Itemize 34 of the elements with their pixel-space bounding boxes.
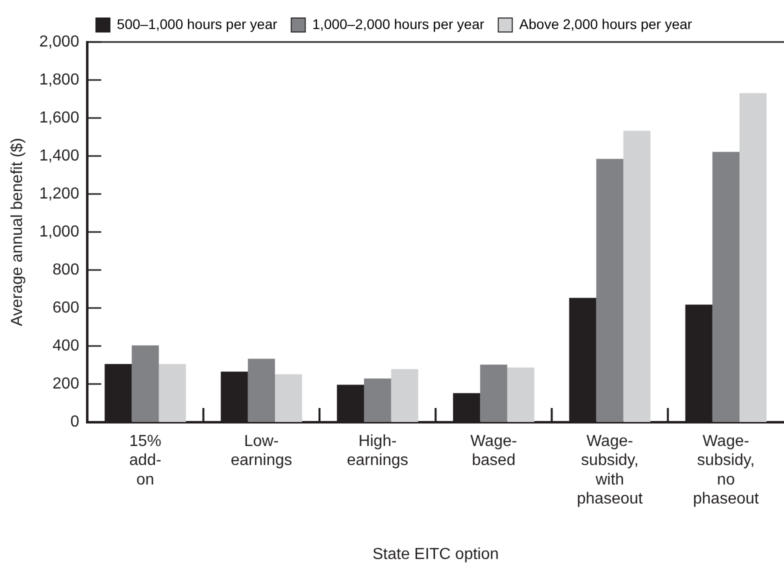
x-tick-label: Wage-based [470,433,517,470]
bar [158,364,186,422]
bar [623,130,650,422]
y-tick-label: 800 [52,261,80,278]
x-tick-label: 15% add-on [129,433,162,488]
bar [364,378,392,422]
y-axis-title: Average annual benefit ($) [9,138,26,326]
x-tick-label: High-earnings [346,433,408,470]
y-tick-label: 1,000 [39,223,80,240]
y-tick-label: 1,200 [39,185,80,202]
x-axis-title: State EITC option [372,546,499,563]
y-tick-label: 1,800 [39,71,80,88]
bar [132,345,159,422]
bar [480,364,508,422]
legend-label: 500–1,000 hours per year [116,16,278,32]
y-tick-label: 600 [52,299,80,316]
bar [274,374,302,422]
bar [391,369,418,422]
x-tick-label: Wage-subsidy, no phaseout [693,433,760,508]
legend-label: 1,000–2,000 hours per year [312,16,485,32]
y-tick-label: 200 [52,375,80,392]
bar [739,93,767,422]
x-tick-label: Low-earnings [230,433,292,470]
y-tick-label: 2,000 [39,33,80,50]
bar [596,158,624,422]
y-tick-label: 0 [70,413,80,430]
y-tick-label: 1,600 [39,109,80,126]
x-tick-label: Wage-subsidy, with phaseout [576,433,644,508]
legend-label: Above 2,000 hours per year [519,16,692,32]
bar [507,367,534,422]
y-tick-label: 1,400 [39,147,80,164]
bar [712,152,740,422]
y-tick-label: 400 [52,337,80,354]
bar [248,358,275,422]
